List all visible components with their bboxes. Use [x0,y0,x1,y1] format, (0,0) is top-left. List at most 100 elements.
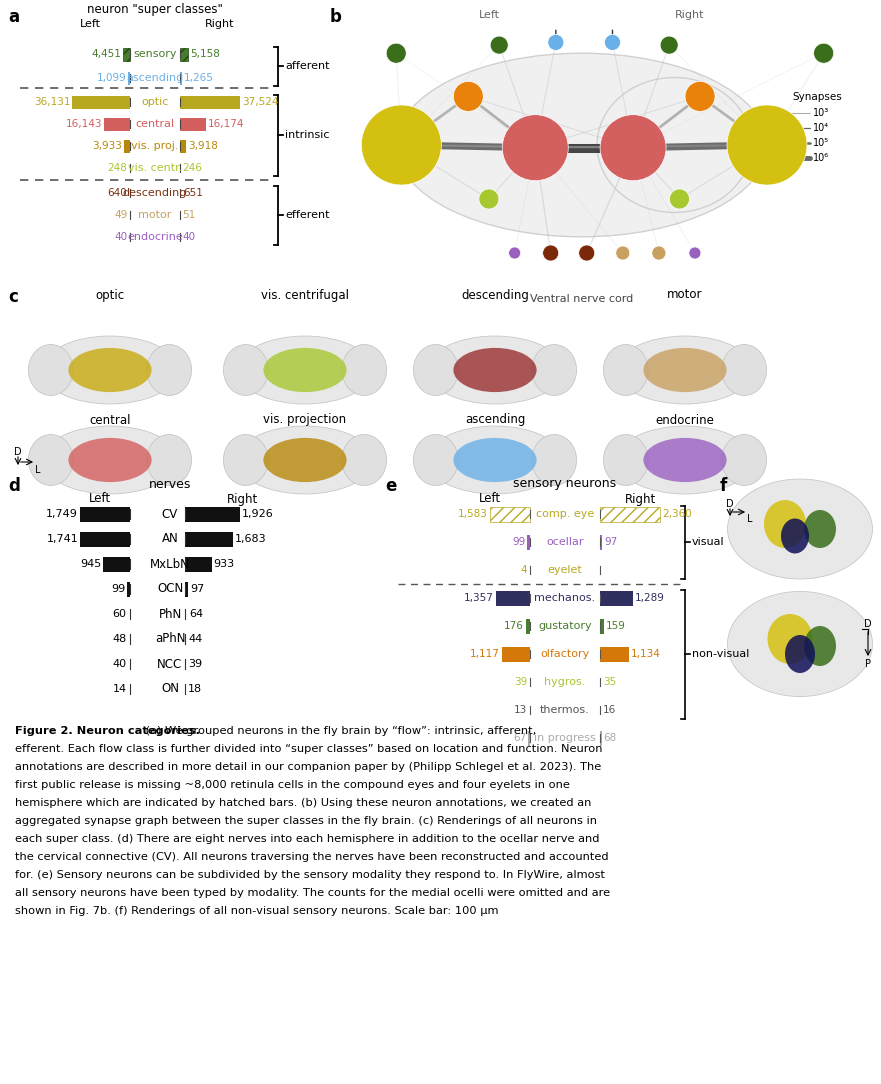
Text: Right: Right [226,492,257,505]
Ellipse shape [237,336,373,404]
Ellipse shape [617,426,753,494]
Text: AN: AN [161,532,178,545]
Text: vis. proj.: vis. proj. [131,141,179,151]
Ellipse shape [413,435,458,486]
Text: thermos.: thermos. [540,705,590,715]
Text: vis. projection: vis. projection [263,413,346,426]
Text: D: D [14,447,22,457]
Circle shape [616,246,630,260]
Text: nerves: nerves [149,477,191,490]
Bar [180,117,206,130]
Circle shape [689,247,701,259]
Text: 36,131: 36,131 [33,96,70,107]
Text: 246: 246 [182,163,203,173]
Text: 48: 48 [113,634,127,644]
Text: vis. centr.: vis. centr. [128,163,182,173]
Ellipse shape [224,345,268,396]
Text: 18: 18 [188,684,202,694]
Ellipse shape [804,509,836,549]
Ellipse shape [147,345,191,396]
Text: 1,099: 1,099 [97,73,126,83]
Ellipse shape [603,435,648,486]
Text: 40: 40 [115,232,128,242]
Ellipse shape [396,53,767,236]
Bar [490,506,530,521]
Text: Synapses: Synapses [793,92,842,102]
Text: first public release is missing ~8,000 retinula cells in the compound eyes and f: first public release is missing ~8,000 r… [15,780,570,790]
Text: 60: 60 [112,609,126,619]
Circle shape [604,35,620,50]
Text: the cervical connective (CV). All neurons traversing the nerves have been recons: the cervical connective (CV). All neuron… [15,852,609,862]
Ellipse shape [342,435,387,486]
Bar [600,534,603,550]
Text: ascending: ascending [126,73,183,83]
Ellipse shape [263,348,346,392]
Text: 35: 35 [603,678,616,687]
Text: 3,918: 3,918 [189,141,218,151]
Ellipse shape [532,345,576,396]
Text: d: d [8,477,20,495]
Ellipse shape [427,336,563,404]
Bar [501,646,530,661]
Text: 39: 39 [514,678,527,687]
Text: 99: 99 [512,537,525,547]
Bar [185,556,211,571]
Text: 51: 51 [182,210,196,220]
Circle shape [660,36,678,54]
Text: annotations are described in more detail in our companion paper by (Philipp Schl: annotations are described in more detail… [15,762,601,772]
Text: 97: 97 [189,584,204,594]
Text: 933: 933 [214,559,234,569]
Text: 248: 248 [107,163,128,173]
Bar [180,95,240,108]
Ellipse shape [69,348,152,392]
Text: 16,143: 16,143 [66,119,102,129]
Text: non-visual: non-visual [692,649,750,659]
Text: 1,926: 1,926 [242,509,274,519]
Text: 159: 159 [606,621,626,631]
Circle shape [579,245,595,261]
Circle shape [670,189,690,209]
Text: 4: 4 [521,565,527,575]
Text: mechanos.: mechanos. [535,593,596,603]
Text: D: D [864,619,872,629]
Ellipse shape [28,345,73,396]
Ellipse shape [532,435,576,486]
Text: 37,524: 37,524 [242,96,278,107]
Text: each super class. (d) There are eight nerves into each hemisphere in addition to: each super class. (d) There are eight ne… [15,834,599,844]
Bar [180,140,186,153]
Text: Figure 2. Neuron categories.: Figure 2. Neuron categories. [15,726,200,736]
Bar [129,72,130,85]
Text: ocellar: ocellar [546,537,584,547]
Circle shape [548,35,564,50]
Text: NCC: NCC [158,658,182,671]
Text: 99: 99 [111,584,125,594]
Text: hemisphere which are indicated by hatched bars. (b) Using these neuron annotatio: hemisphere which are indicated by hatche… [15,798,591,808]
Text: efferent. Each flow class is further divided into “super classes” based on locat: efferent. Each flow class is further div… [15,744,603,754]
Text: 4,451: 4,451 [91,49,121,59]
Ellipse shape [427,426,563,494]
Ellipse shape [454,438,537,482]
Bar [180,72,182,85]
Text: Right: Right [675,11,705,21]
Ellipse shape [413,345,458,396]
Text: 640: 640 [107,188,127,198]
Text: 40: 40 [113,659,127,669]
Text: 39: 39 [189,659,203,669]
Text: MxLbN: MxLbN [150,557,190,570]
Text: c: c [8,288,18,306]
Text: L: L [35,465,41,475]
Text: L: L [747,514,752,524]
Text: P: P [865,659,871,669]
Text: vis. centrifugal: vis. centrifugal [261,288,349,301]
Bar [80,531,130,546]
Text: aggregated synapse graph between the super classes in the fly brain. (c) Renderi: aggregated synapse graph between the sup… [15,816,597,826]
Text: 68: 68 [603,733,617,743]
Bar [127,581,130,596]
Circle shape [479,189,499,209]
Text: descending: descending [122,188,187,198]
Ellipse shape [804,625,836,666]
Text: (a) We grouped neurons in the fly brain by “flow”: intrinsic, afferent,: (a) We grouped neurons in the fly brain … [143,726,537,736]
Text: Ventral nerve cord: Ventral nerve cord [530,294,633,304]
Bar [180,48,189,61]
Bar [104,117,130,130]
